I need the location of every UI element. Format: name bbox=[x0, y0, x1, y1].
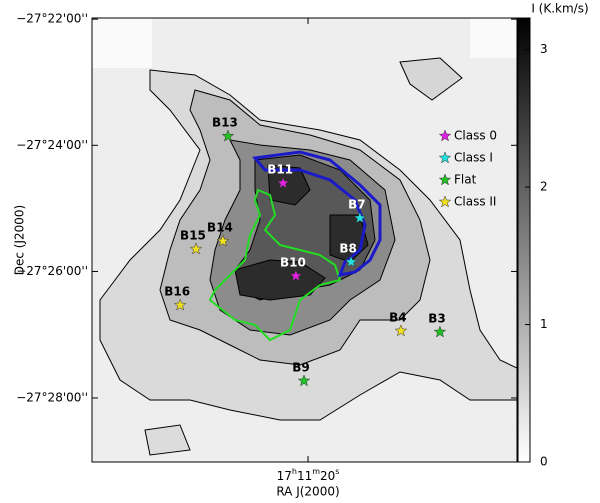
source-label: B4 bbox=[389, 310, 407, 324]
x-axis-label: RA J(2000) bbox=[276, 485, 339, 499]
source-label: B9 bbox=[292, 360, 310, 374]
source-label: B7 bbox=[348, 198, 366, 212]
source-label: B15 bbox=[180, 229, 206, 243]
source-star bbox=[276, 176, 290, 189]
source-star bbox=[297, 374, 311, 387]
intensity-map bbox=[92, 18, 517, 462]
legend-label: Class I bbox=[454, 151, 493, 165]
source-star bbox=[216, 234, 230, 247]
source-star bbox=[394, 324, 408, 337]
legend-label: Flat bbox=[454, 173, 477, 187]
source-label: B3 bbox=[428, 312, 446, 326]
y-tick-label: −27°24'00'' bbox=[16, 138, 88, 152]
colorbar-tick-label: 3 bbox=[540, 42, 548, 56]
source-star bbox=[173, 298, 187, 311]
colorbar-tick-label: 2 bbox=[540, 180, 548, 194]
x-tick-label: 17h11m20s bbox=[277, 467, 340, 483]
legend-label: Class 0 bbox=[454, 129, 497, 143]
source-star bbox=[353, 211, 367, 224]
colorbar-tick-label: 1 bbox=[540, 317, 548, 331]
source-star bbox=[221, 129, 235, 142]
y-tick-label: −27°22'00'' bbox=[16, 12, 88, 26]
legend-marker bbox=[438, 129, 452, 142]
source-label: B8 bbox=[339, 241, 357, 255]
source-label: B13 bbox=[212, 116, 238, 130]
plot-frame bbox=[91, 17, 518, 463]
colorbar-tick-label: 0 bbox=[540, 455, 548, 469]
y-tick-label: −27°28'00'' bbox=[16, 390, 88, 404]
legend-marker bbox=[438, 173, 452, 186]
colorbar bbox=[517, 17, 531, 463]
legend-marker bbox=[438, 151, 452, 164]
source-star bbox=[289, 269, 303, 282]
source-star bbox=[189, 242, 203, 255]
source-label: B11 bbox=[267, 163, 293, 177]
y-tick-label: −27°26'00'' bbox=[16, 264, 88, 278]
colorbar-label: I (K.km/s) bbox=[531, 2, 588, 16]
source-label: B16 bbox=[164, 285, 190, 299]
legend-marker bbox=[438, 195, 452, 208]
source-star bbox=[344, 255, 358, 268]
source-star bbox=[433, 325, 447, 338]
legend-label: Class II bbox=[454, 195, 496, 209]
y-axis-label: Dec (J2000) bbox=[13, 205, 27, 275]
source-label: B14 bbox=[207, 221, 233, 235]
source-label: B10 bbox=[280, 255, 306, 269]
